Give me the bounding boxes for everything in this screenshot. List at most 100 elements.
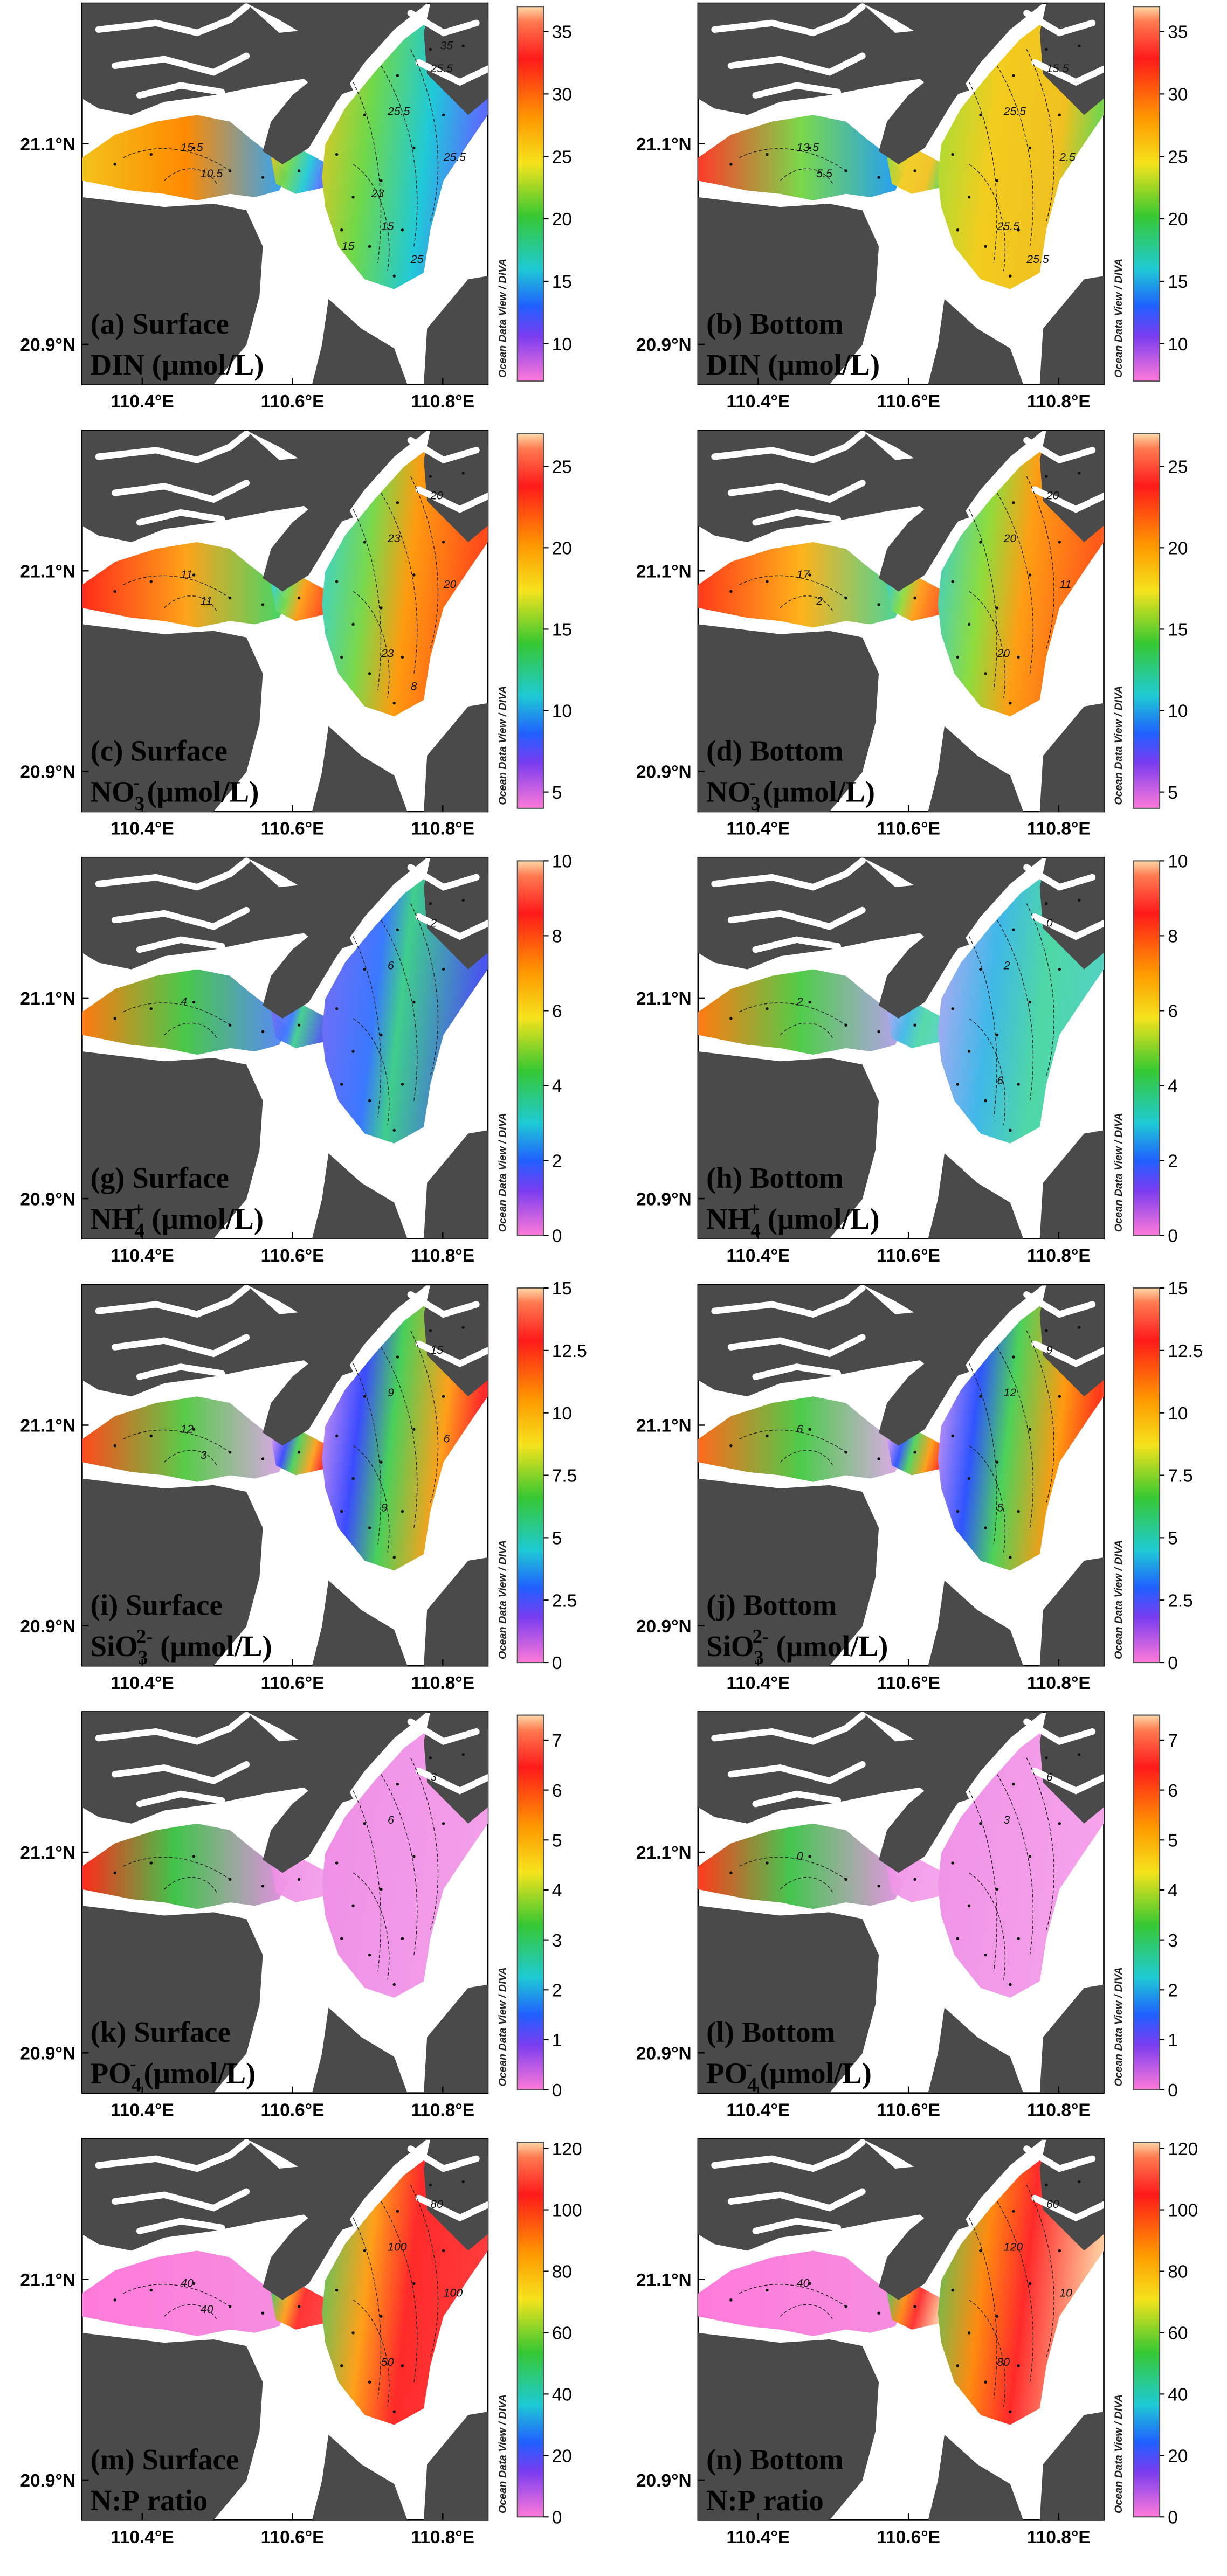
longitude-tick-label: 110.4°E [727,1673,790,1693]
river-channel [711,1712,866,1745]
sampling-station [442,1822,445,1825]
contour-line [381,2201,418,2383]
colorbar-tick-label: 7.5 [1168,1466,1193,1486]
sampling-station [984,672,987,675]
longitude-tick-label: 110.4°E [111,819,174,839]
sampling-station [368,2380,371,2384]
river-channel [136,2218,225,2234]
colorbar-tick-label: 5 [1168,1831,1178,1851]
odv-attribution: Ocean Data View / DIVA [1113,1540,1125,1659]
river-channel [1031,913,1104,940]
colorbar-tick-label: 12.5 [552,1341,587,1361]
sampling-station [113,1871,117,1874]
longitude-tick-label: 110.6°E [261,2100,325,2120]
sampling-station [844,1878,847,1881]
contour-line [353,1790,382,1972]
sampling-station [913,1451,916,1454]
colorbar-tick-label: 7.5 [552,1466,577,1486]
sampling-station [192,1855,196,1858]
sampling-station [1078,898,1081,902]
colorbar-tick-label: 4 [1168,1881,1178,1901]
contour-line [969,2300,1005,2407]
label-part: 2- [752,1625,768,1647]
sampling-station [766,1434,769,1438]
sampling-station [1058,113,1061,117]
panel-title: (k) Surface [91,2016,231,2048]
sampling-station [380,179,383,183]
sampling-station [429,1329,432,1333]
sampling-station [1012,501,1015,504]
colorbar-tick-label: 5 [552,783,562,803]
map-area: 6 2 4 [82,857,488,1239]
panel-title: (g) Surface [91,1161,229,1194]
contour-label: 80 [430,2198,443,2211]
river-channel [752,936,841,953]
colorbar-tick-label: 20 [1168,2446,1188,2466]
label-part: PO [706,2056,747,2089]
sampling-station [913,169,916,172]
river-channel [1031,1340,1104,1367]
sampling-station [1078,472,1081,475]
label-part: N:P [91,2484,140,2517]
colorbar-tick-label: 2 [552,1152,562,1172]
river-channel [1023,10,1096,37]
sampling-station [461,2180,465,2184]
sampling-station [442,967,445,971]
sampling-station [149,2288,153,2292]
panel-title: (d) Bottom [706,734,843,767]
land-mass [862,430,1043,592]
sampling-station [956,1509,960,1513]
colorbar-tick-label: 10 [1168,852,1188,872]
latitude-tick-label: 21.1°N [20,135,75,155]
sampling-station [1009,274,1012,278]
colorbar-tick-label: 80 [1168,2262,1188,2282]
sampling-station [363,1395,367,1398]
colorbar-frame [516,6,544,382]
contour-line [969,1018,1005,1126]
land-mass [862,2139,1043,2300]
longitude-tick-label: 110.8°E [411,2527,474,2547]
river-channel [727,906,866,930]
sampling-station [984,2380,987,2384]
contour-line [996,1347,1034,1528]
sampling-station [913,1023,916,1027]
map-panel-d: 20 20 17 20 11 2 (d) Bottom NO3- (μmol/L) 110.4°… [636,430,1188,839]
sampling-station [149,1007,153,1010]
colorbar-tick-label: 0 [1168,1653,1178,1673]
sampling-station [335,1007,339,1010]
colorbar-tick-label: 40 [1168,2385,1188,2405]
panel-variable-label: DIN (μmol/L) [91,348,264,381]
longitude-tick-label: 110.6°E [261,819,325,839]
land-mass [698,197,879,385]
contour-line [381,1774,418,1955]
sampling-station [995,606,999,610]
contour-label: 25.5 [430,62,453,75]
contour-line [353,164,390,272]
sampling-station [335,153,339,156]
colorbar-tick-label: 0 [552,1653,562,1673]
sampling-station [363,1822,367,1825]
sampling-station [766,153,769,156]
contour-line [164,595,217,612]
colorbar [517,1715,544,2090]
longitude-tick-label: 110.6°E [877,2100,940,2120]
colorbar [517,1288,544,1663]
contour-label: 25 [410,253,424,266]
panel-variable-label: PO4- (μmol/L) [91,2052,256,2096]
colorbar-tick-label: 100 [1168,2201,1198,2221]
sampling-station [729,1017,733,1020]
sampling-station [1028,1000,1032,1004]
label-part: NO [91,775,135,808]
latitude-tick-label: 20.9°N [636,1189,692,1209]
sampling-station [877,176,880,179]
sampling-station [913,596,916,600]
sampling-station [351,196,355,199]
label-part: SiO [706,1630,754,1663]
contour-line [353,1363,382,1545]
latitude-tick-label: 20.9°N [20,1189,75,1209]
contour-label: 80 [997,2356,1010,2369]
longitude-tick-label: 110.6°E [877,819,940,839]
